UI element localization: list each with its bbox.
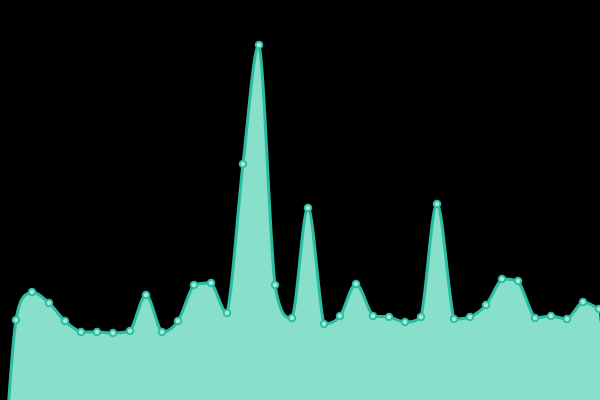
data-point-marker[interactable] [303, 203, 313, 213]
data-point-marker[interactable] [157, 327, 167, 337]
data-point-marker[interactable] [481, 300, 491, 310]
data-point-marker[interactable] [189, 280, 199, 290]
data-point-marker[interactable] [400, 317, 410, 327]
data-point-marker[interactable] [11, 315, 21, 325]
data-point-marker[interactable] [125, 326, 135, 336]
data-point-marker[interactable] [351, 279, 361, 289]
data-point-marker[interactable] [27, 287, 37, 297]
data-point-marker[interactable] [384, 312, 394, 322]
data-point-marker[interactable] [335, 311, 345, 321]
data-point-marker[interactable] [287, 313, 297, 323]
data-point-marker[interactable] [92, 327, 102, 337]
data-point-marker[interactable] [578, 297, 588, 307]
data-point-marker[interactable] [44, 298, 54, 308]
data-point-marker[interactable] [108, 328, 118, 338]
data-point-marker[interactable] [432, 199, 442, 209]
data-point-marker[interactable] [530, 313, 540, 323]
data-point-marker[interactable] [368, 311, 378, 321]
data-point-marker[interactable] [60, 316, 70, 326]
data-point-marker[interactable] [76, 327, 86, 337]
data-point-markers [11, 40, 600, 338]
data-point-marker[interactable] [319, 319, 329, 329]
area-fill-shape [8, 45, 600, 400]
data-point-marker[interactable] [173, 316, 183, 326]
data-point-marker[interactable] [206, 278, 216, 288]
data-point-marker[interactable] [141, 290, 151, 300]
data-point-marker[interactable] [254, 40, 264, 50]
data-point-marker[interactable] [497, 274, 507, 284]
data-point-marker[interactable] [562, 314, 572, 324]
data-point-marker[interactable] [238, 159, 248, 169]
data-point-marker[interactable] [465, 312, 475, 322]
data-point-marker[interactable] [222, 308, 232, 318]
data-point-marker[interactable] [594, 304, 600, 314]
data-point-marker[interactable] [416, 312, 426, 322]
data-point-marker[interactable] [513, 276, 523, 286]
data-point-marker[interactable] [270, 280, 280, 290]
data-point-marker[interactable] [546, 311, 556, 321]
data-point-marker[interactable] [449, 314, 459, 324]
